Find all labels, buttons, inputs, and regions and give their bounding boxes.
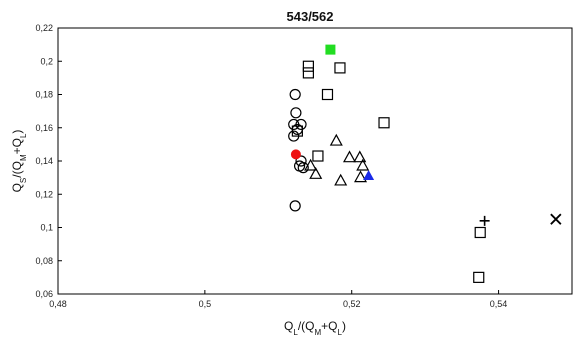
x-axis: 0,48 0,5 0,52 0,54 <box>49 290 507 309</box>
x-tick-label: 0,52 <box>343 299 361 309</box>
point-triangle-open <box>329 133 343 146</box>
point-circle-open <box>290 107 302 119</box>
x-axis-title: QL/(QM+QL) <box>284 319 346 337</box>
y-tick-label: 0,18 <box>35 90 53 100</box>
point-circle-open <box>289 200 301 212</box>
y-axis: 0,06 0,08 0,1 0,12 0,14 0,16 0,18 0,2 0,22 <box>35 23 62 299</box>
point-square-filled <box>325 44 336 55</box>
point-x <box>550 213 562 225</box>
x-tick-label: 0,48 <box>49 299 67 309</box>
point-triangle-filled <box>363 169 375 180</box>
point-triangle-open <box>334 173 348 186</box>
y-tick-label: 0,1 <box>40 223 53 233</box>
point-circle-open <box>297 162 309 174</box>
y-tick-label: 0,14 <box>35 156 53 166</box>
y-tick-label: 0,2 <box>40 56 53 66</box>
y-tick-label: 0,16 <box>35 123 53 133</box>
point-circle-open <box>289 88 301 101</box>
point-circle-filled <box>290 149 301 160</box>
y-tick-label: 0,06 <box>35 289 53 299</box>
y-tick-label: 0,22 <box>35 23 53 33</box>
point-triangle-open <box>304 158 318 171</box>
point-triangle-open <box>354 170 368 183</box>
point-triangle-open <box>353 150 367 163</box>
x-tick-label: 0,54 <box>490 299 508 309</box>
point-triangle-open <box>309 167 323 179</box>
point-square-open <box>312 150 324 162</box>
point-triangle-open <box>342 150 357 163</box>
point-square-open <box>302 60 314 72</box>
point-square-open <box>473 271 485 283</box>
point-square-open <box>474 226 486 239</box>
point-square-open <box>302 67 314 79</box>
chart-title: 543/562 <box>287 9 334 24</box>
point-square-open <box>321 88 334 101</box>
point-square-open <box>291 125 303 137</box>
data-points <box>288 44 562 283</box>
point-circle-open <box>295 155 307 167</box>
x-tick-label: 0,5 <box>199 299 212 309</box>
y-axis-title: QS/(QM+QL) <box>10 130 28 193</box>
point-square-open <box>378 117 390 129</box>
y-tick-label: 0,08 <box>35 256 53 266</box>
y-tick-label: 0,12 <box>35 189 53 199</box>
point-triangle-open <box>356 158 370 171</box>
point-plus <box>479 215 490 226</box>
point-square-open <box>334 62 346 74</box>
